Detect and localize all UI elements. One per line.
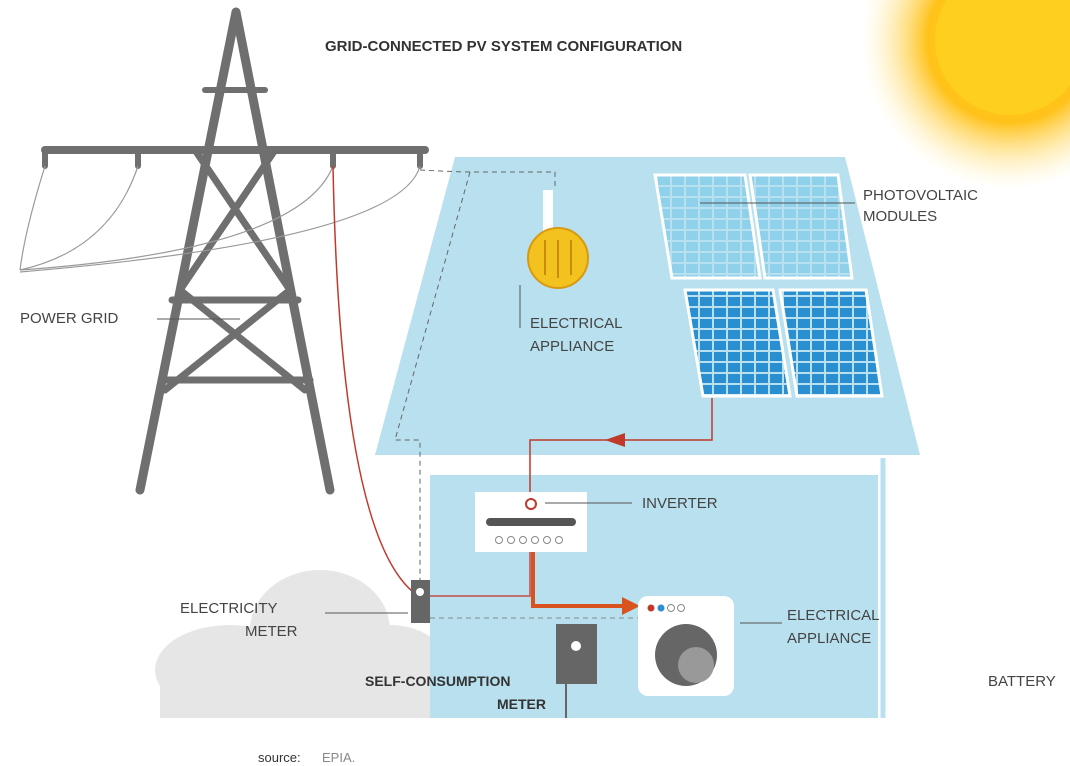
meter-dot (571, 641, 581, 651)
title: GRID-CONNECTED PV SYSTEM CONFIGURATION (325, 38, 682, 55)
source-value: EPIA. (322, 750, 355, 765)
label: APPLIANCE (530, 338, 614, 355)
lamp (527, 190, 589, 289)
self-consumption-meter (556, 624, 597, 684)
label: ELECTRICAL (530, 315, 623, 332)
source-label: source: (258, 750, 301, 765)
label: ELECTRICAL (787, 607, 880, 624)
pv-panels (653, 173, 884, 398)
label: PHOTOVOLTAIC (863, 187, 978, 204)
meter-dot (416, 588, 424, 596)
label: MODULES (863, 208, 937, 225)
label: METER (497, 696, 546, 712)
leader-lines (157, 202, 855, 624)
electricity-meter (411, 580, 430, 623)
power-lines (19, 165, 421, 273)
sun (860, 0, 1070, 190)
label: POWER GRID (20, 310, 119, 327)
label: APPLIANCE (787, 630, 871, 647)
cloud (155, 570, 450, 718)
label: INVERTER (642, 495, 718, 512)
label: SELF-CONSUMPTION (365, 673, 510, 689)
washer (638, 596, 734, 696)
label: BATTERY (988, 673, 1056, 690)
inverter (475, 492, 587, 552)
label: ELECTRICITY (180, 600, 278, 617)
label: METER (245, 623, 298, 640)
pylon (41, 7, 429, 495)
